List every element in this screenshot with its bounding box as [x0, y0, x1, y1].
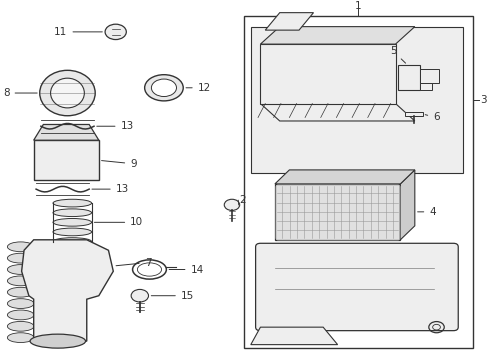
Circle shape [224, 199, 239, 211]
Text: 15: 15 [151, 291, 194, 301]
Ellipse shape [53, 209, 91, 217]
Bar [243, 16, 472, 348]
Polygon shape [274, 170, 414, 184]
Ellipse shape [50, 78, 84, 108]
Bar [274, 184, 400, 240]
Circle shape [131, 289, 148, 302]
Text: 5: 5 [389, 46, 405, 63]
Ellipse shape [53, 219, 91, 226]
Text: 7: 7 [116, 257, 151, 267]
Ellipse shape [53, 199, 91, 207]
Polygon shape [264, 13, 313, 30]
Polygon shape [419, 68, 438, 82]
Ellipse shape [151, 79, 176, 96]
Ellipse shape [30, 334, 85, 348]
Ellipse shape [7, 253, 34, 263]
Bar [419, 82, 431, 90]
Polygon shape [21, 240, 113, 341]
Ellipse shape [7, 299, 34, 309]
Polygon shape [260, 27, 414, 44]
Ellipse shape [7, 276, 34, 286]
Text: 12: 12 [185, 83, 210, 93]
Text: 14: 14 [169, 265, 203, 275]
Polygon shape [405, 112, 422, 116]
Polygon shape [250, 327, 337, 345]
Text: 6: 6 [425, 112, 439, 122]
Text: 8: 8 [3, 88, 37, 98]
Ellipse shape [53, 228, 91, 236]
Ellipse shape [144, 75, 183, 101]
Ellipse shape [7, 242, 34, 252]
Text: 11: 11 [54, 27, 102, 37]
Bar [250, 27, 462, 174]
Polygon shape [260, 104, 414, 121]
Text: 2: 2 [239, 195, 245, 204]
Text: 1: 1 [354, 1, 361, 11]
Polygon shape [400, 170, 414, 240]
Polygon shape [34, 125, 99, 140]
Bar [397, 65, 419, 90]
Text: 10: 10 [94, 217, 143, 227]
Ellipse shape [7, 333, 34, 342]
FancyBboxPatch shape [255, 243, 457, 330]
Ellipse shape [53, 238, 91, 246]
Text: 4: 4 [417, 207, 435, 217]
Text: 3: 3 [479, 95, 486, 105]
Ellipse shape [7, 265, 34, 274]
Text: 13: 13 [97, 121, 134, 131]
Bar [34, 140, 99, 180]
Ellipse shape [7, 321, 34, 331]
Ellipse shape [7, 310, 34, 320]
Text: 13: 13 [92, 184, 129, 194]
Bar [260, 44, 395, 104]
Text: 9: 9 [102, 159, 137, 169]
Ellipse shape [7, 287, 34, 297]
Ellipse shape [40, 70, 95, 116]
Circle shape [105, 24, 126, 40]
